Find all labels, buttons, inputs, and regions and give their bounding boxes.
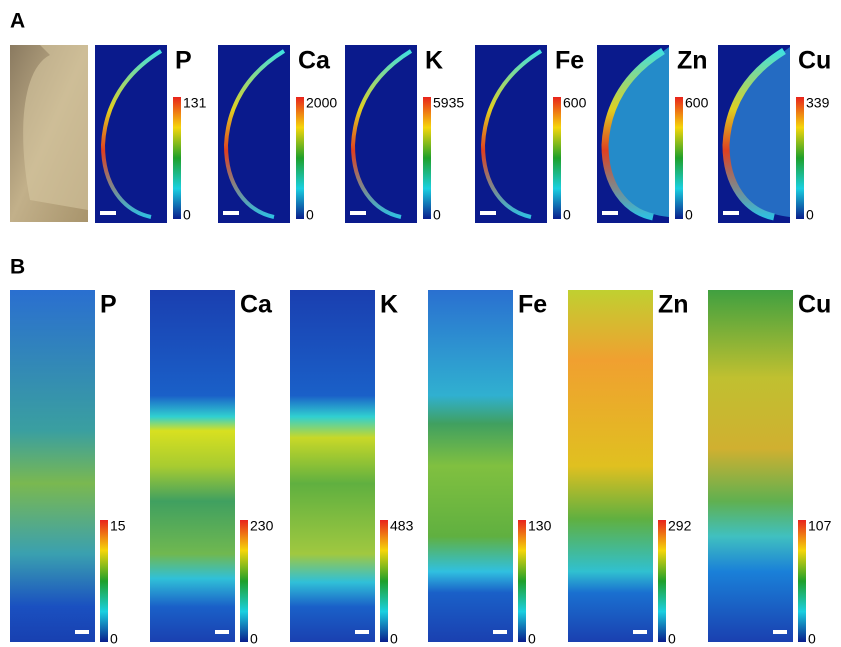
element-map (708, 290, 793, 642)
element-label: Fe (518, 291, 547, 319)
colorbar-min: 0 (808, 631, 816, 647)
colorbar (296, 97, 304, 219)
scale-bar (223, 211, 239, 215)
colorbar-min: 0 (183, 207, 191, 223)
element-map (290, 290, 375, 642)
element-map (150, 290, 235, 642)
colorbar (240, 520, 248, 642)
colorbar (518, 520, 526, 642)
panel-label: A (10, 10, 25, 33)
scale-bar (480, 211, 496, 215)
element-label: Zn (658, 291, 689, 319)
scale-bar (75, 630, 89, 634)
element-label: Cu (798, 291, 831, 319)
colorbar-max: 292 (668, 518, 692, 534)
element-map (428, 290, 513, 642)
scale-bar (493, 630, 507, 634)
colorbar-max: 339 (806, 95, 830, 111)
colorbar-max: 230 (250, 518, 274, 534)
scale-bar (773, 630, 787, 634)
colorbar (553, 97, 561, 219)
scale-bar (633, 630, 647, 634)
colorbar (380, 520, 388, 642)
colorbar-max: 131 (183, 95, 207, 111)
element-map (10, 290, 95, 642)
colorbar-min: 0 (563, 207, 571, 223)
element-label: K (380, 291, 398, 319)
colorbar-max: 15 (110, 518, 126, 534)
colorbar (173, 97, 181, 219)
colorbar-min: 0 (110, 631, 118, 647)
colorbar-min: 0 (668, 631, 676, 647)
scale-bar (100, 211, 116, 215)
element-label: Ca (298, 47, 331, 75)
colorbar-min: 0 (306, 207, 314, 223)
colorbar-max: 600 (563, 95, 587, 111)
figure: A P 131 0 Ca 2000 0 K 5935 0 Fe 600 0 Zn 600 0 Cu 339 0 B P 1… (0, 0, 841, 647)
colorbar (675, 97, 683, 219)
scale-bar (723, 211, 739, 215)
element-label: Fe (555, 47, 584, 75)
colorbar-min: 0 (806, 207, 814, 223)
colorbar-min: 0 (250, 631, 258, 647)
colorbar (796, 97, 804, 219)
colorbar-min: 0 (433, 207, 441, 223)
colorbar (423, 97, 431, 219)
element-label: Zn (677, 47, 708, 75)
colorbar-max: 5935 (433, 95, 464, 111)
element-label: P (100, 291, 117, 319)
colorbar (100, 520, 108, 642)
colorbar-min: 0 (528, 631, 536, 647)
element-label: Ca (240, 291, 273, 319)
colorbar-max: 600 (685, 95, 709, 111)
element-map (568, 290, 653, 642)
element-label: P (175, 47, 192, 75)
colorbar-min: 0 (390, 631, 398, 647)
colorbar-min: 0 (685, 207, 693, 223)
colorbar (798, 520, 806, 642)
panel-label: B (10, 256, 25, 279)
colorbar-max: 130 (528, 518, 552, 534)
colorbar-max: 2000 (306, 95, 337, 111)
element-label: Cu (798, 47, 831, 75)
scale-bar (602, 211, 618, 215)
colorbar (658, 520, 666, 642)
colorbar-max: 483 (390, 518, 414, 534)
scale-bar (350, 211, 366, 215)
element-label: K (425, 47, 443, 75)
scale-bar (355, 630, 369, 634)
scale-bar (215, 630, 229, 634)
colorbar-max: 107 (808, 518, 832, 534)
